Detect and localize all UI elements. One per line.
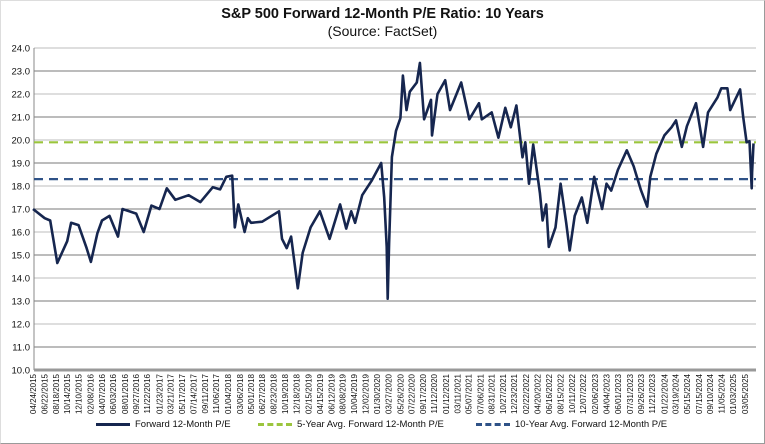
y-tick-label: 15.0	[12, 251, 31, 262]
x-tick-label: 11/05/2024	[717, 373, 726, 413]
x-tick-label: 11/12/2020	[430, 373, 439, 413]
y-tick-label: 11.0	[12, 343, 30, 354]
x-tick-label: 09/11/2017	[201, 373, 210, 413]
forward-pe-series-line	[32, 61, 755, 301]
x-tick-label: 05/15/2024	[683, 373, 692, 414]
x-tick-label: 01/22/2024	[660, 373, 669, 414]
chart-subtitle: (Source: FactSet)	[327, 23, 438, 39]
x-tick-label: 05/01/2018	[247, 373, 256, 414]
x-tick-label: 01/30/2020	[373, 373, 382, 414]
x-tick-label: 08/18/2015	[52, 373, 61, 414]
x-tick-label: 06/22/2015	[41, 373, 50, 414]
legend-item-10yr-avg: 10-Year Avg. Forward 12-Month P/E	[476, 419, 667, 430]
x-tick-label: 06/03/2016	[109, 373, 118, 414]
x-tick-label: 03/06/2018	[236, 373, 245, 414]
x-tick-label: 01/03/2025	[729, 373, 738, 414]
y-tick-label: 21.0	[12, 113, 31, 124]
x-tick-label: 12/07/2022	[579, 373, 588, 414]
x-tick-label: 09/27/2016	[132, 373, 141, 414]
y-tick-label: 20.0	[12, 136, 31, 147]
x-tick-label: 01/23/2017	[155, 373, 164, 414]
x-tick-label: 07/14/2017	[189, 373, 198, 414]
x-tick-label: 11/21/2023	[648, 373, 657, 413]
x-tick-label: 08/01/2016	[121, 373, 130, 414]
x-tick-label: 07/15/2024	[695, 373, 704, 414]
legend-swatch-blue-dashed	[476, 423, 510, 426]
x-tick-label: 08/08/2019	[339, 373, 348, 414]
x-tick-label: 03/11/2021	[453, 373, 462, 413]
y-tick-label: 12.0	[12, 320, 31, 331]
y-tick-label: 17.0	[12, 205, 31, 216]
y-tick-label: 23.0	[12, 67, 31, 78]
x-tick-label: 12/10/2015	[74, 373, 83, 414]
x-tick-label: 09/26/2023	[637, 373, 646, 414]
legend-swatch-solid-line	[96, 423, 130, 426]
x-tick-label: 01/12/2021	[442, 373, 451, 414]
y-tick-label: 19.0	[12, 159, 31, 170]
x-tick-label: 01/04/2018	[224, 373, 233, 414]
x-tick-label: 10/04/2019	[350, 373, 359, 414]
legend-item-forward-pe: Forward 12-Month P/E	[96, 419, 231, 430]
legend-label: Forward 12-Month P/E	[135, 419, 231, 430]
x-tick-label: 03/21/2017	[167, 373, 176, 414]
x-tick-label: 12/18/2018	[293, 373, 302, 414]
legend-label: 5-Year Avg. Forward 12-Month P/E	[297, 419, 444, 430]
chart-title: S&P 500 Forward 12-Month P/E Ratio: 10 Y…	[221, 6, 544, 22]
x-tick-label: 07/06/2021	[477, 373, 486, 414]
x-tick-label: 09/17/2020	[419, 373, 428, 414]
x-tick-label: 05/26/2020	[396, 373, 405, 414]
x-tick-label: 06/16/2022	[545, 373, 554, 414]
x-tick-label: 10/11/2022	[568, 373, 577, 413]
x-tick-label: 10/27/2021	[499, 373, 508, 414]
x-tick-label: 07/31/2023	[626, 373, 635, 414]
x-tick-label: 08/15/2022	[557, 373, 566, 414]
x-tick-label: 02/22/2022	[522, 373, 531, 414]
x-tick-label: 12/02/2019	[362, 373, 371, 414]
x-tick-label: 06/01/2023	[614, 373, 623, 414]
legend-swatch-green-dashed	[258, 423, 292, 426]
legend-item-5yr-avg: 5-Year Avg. Forward 12-Month P/E	[258, 419, 444, 430]
y-tick-label: 16.0	[12, 228, 31, 239]
y-tick-label: 24.0	[12, 44, 31, 55]
x-tick-label: 08/31/2021	[488, 373, 497, 414]
x-tick-label: 10/14/2015	[63, 373, 72, 414]
x-tick-label: 11/22/2016	[143, 373, 152, 413]
x-tick-label: 03/19/2024	[672, 373, 681, 414]
x-tick-label: 04/04/2023	[602, 373, 611, 414]
y-tick-label: 13.0	[12, 297, 31, 308]
x-tick-label: 11/06/2017	[212, 373, 221, 413]
x-tick-label: 09/10/2024	[706, 373, 715, 414]
x-tick-label: 02/06/2023	[591, 373, 600, 414]
x-tick-label: 06/12/2019	[327, 373, 336, 414]
x-tick-label: 10/19/2018	[281, 373, 290, 414]
x-tick-label: 03/27/2020	[385, 373, 394, 414]
x-tick-label: 02/08/2016	[86, 373, 95, 414]
x-tick-label: 04/20/2022	[534, 373, 543, 414]
x-tick-label: 08/23/2018	[269, 373, 278, 414]
y-tick-label: 14.0	[12, 274, 31, 285]
y-tick-label: 22.0	[12, 90, 31, 101]
x-tick-label: 03/05/2025	[741, 373, 750, 414]
x-tick-label: 04/15/2019	[316, 373, 325, 414]
x-tick-label: 05/17/2017	[178, 373, 187, 414]
x-tick-label: 12/23/2021	[510, 373, 519, 414]
y-tick-label: 10.0	[12, 366, 31, 377]
x-tick-label: 06/27/2018	[258, 373, 267, 414]
y-tick-label: 18.0	[12, 182, 31, 193]
x-tick-label: 02/15/2019	[304, 373, 313, 414]
x-tick-label: 07/22/2020	[408, 373, 417, 414]
x-tick-label: 04/07/2016	[98, 373, 107, 414]
x-tick-label: 04/24/2015	[29, 373, 38, 414]
legend-label: 10-Year Avg. Forward 12-Month P/E	[515, 419, 668, 430]
x-tick-label: 05/07/2021	[465, 373, 474, 414]
